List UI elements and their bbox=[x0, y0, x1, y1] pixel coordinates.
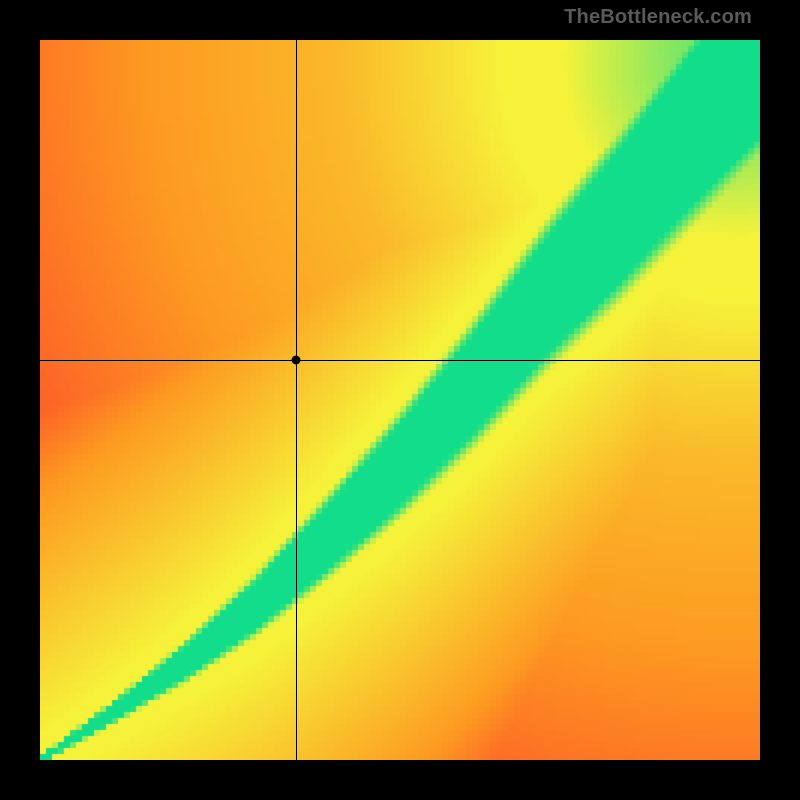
chart-container: TheBottleneck.com bbox=[0, 0, 800, 800]
bottleneck-heatmap bbox=[40, 40, 760, 760]
crosshair-vertical bbox=[296, 40, 297, 760]
crosshair-horizontal bbox=[40, 360, 760, 361]
plot-area bbox=[40, 40, 760, 760]
selection-marker bbox=[291, 356, 300, 365]
attribution-label: TheBottleneck.com bbox=[564, 6, 752, 29]
